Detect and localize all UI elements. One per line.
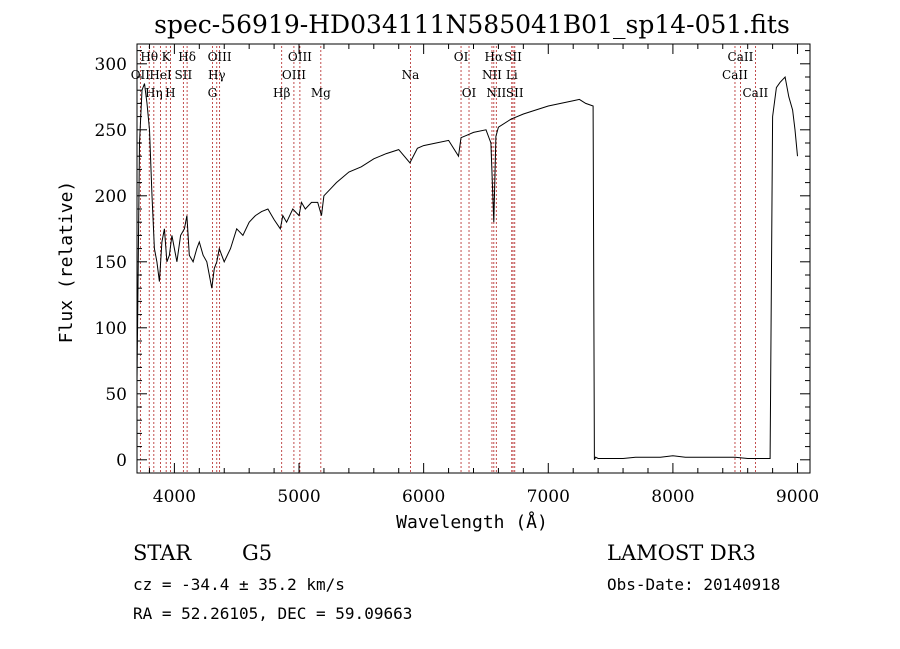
coordinates-label: RA = 52.26105, DEC = 59.09663 xyxy=(133,604,412,623)
line-labels: OIIHθHηHeIKHSIIHδGHγOIIIHβOIIIOIIIMgNaOI… xyxy=(131,50,769,100)
line-label-23: SII xyxy=(506,86,524,100)
line-label-24: CaII xyxy=(722,68,748,82)
object-class: STAR xyxy=(133,541,192,565)
line-label-11: Hβ xyxy=(273,86,290,100)
x-tick-label-4: 8000 xyxy=(651,487,694,507)
y-tick-label-2: 100 xyxy=(95,319,127,339)
line-label-26: CaII xyxy=(742,86,768,100)
x-axis-label: Wavelength (Å) xyxy=(396,511,548,533)
line-label-5: H xyxy=(165,86,175,100)
line-label-3: HeI xyxy=(149,68,172,82)
line-label-21: Li xyxy=(506,68,518,82)
line-label-13: OIII xyxy=(288,50,312,64)
x-tick-label-2: 6000 xyxy=(402,487,445,507)
line-label-25: CaII xyxy=(728,50,754,64)
line-label-18: NII xyxy=(482,68,502,82)
line-label-20: NII xyxy=(486,86,506,100)
y-tick-label-4: 200 xyxy=(95,187,127,207)
line-label-0: OII xyxy=(131,68,151,82)
object-subclass: G5 xyxy=(242,541,272,565)
y-tick-label-5: 250 xyxy=(95,121,127,141)
spectrum-line xyxy=(136,75,798,461)
line-label-4: K xyxy=(162,50,172,64)
line-label-22: SII xyxy=(504,50,522,64)
line-label-16: OI xyxy=(454,50,469,64)
y-tick-label-0: 0 xyxy=(116,451,127,471)
line-label-9: Hγ xyxy=(208,68,226,82)
x-tick-label-5: 9000 xyxy=(776,487,819,507)
line-label-19: Hα xyxy=(485,50,504,64)
plot-frame xyxy=(136,43,811,474)
line-label-8: G xyxy=(208,86,218,100)
line-label-2: Hη xyxy=(145,86,163,100)
chart-title: spec-56919-HD034111N585041B01_sp14-051.f… xyxy=(154,10,790,39)
x-tick-label-1: 5000 xyxy=(277,487,320,507)
x-axis: 4000 5000 6000 7000 8000 9000 xyxy=(148,44,819,507)
y-tick-label-1: 50 xyxy=(105,385,127,405)
line-label-17: OI xyxy=(462,86,477,100)
y-tick-label-3: 150 xyxy=(95,253,127,273)
line-label-14: Mg xyxy=(311,86,331,100)
y-axis: 0 50 100 150 200 250 300 xyxy=(95,50,810,471)
redshift-label: cz = -34.4 ± 35.2 km/s xyxy=(133,575,345,594)
x-tick-label-0: 4000 xyxy=(153,487,196,507)
line-label-15: Na xyxy=(402,68,420,82)
y-axis-label: Flux (relative) xyxy=(56,181,77,344)
x-tick-label-3: 7000 xyxy=(527,487,570,507)
line-label-6: SII xyxy=(175,68,193,82)
line-label-7: Hδ xyxy=(178,50,196,64)
line-label-12: OIII xyxy=(282,68,306,82)
line-label-10: OIII xyxy=(208,50,232,64)
obs-date-label: Obs-Date: 20140918 xyxy=(607,575,780,594)
line-markers xyxy=(139,46,756,473)
line-label-1: Hθ xyxy=(140,50,158,64)
survey-label: LAMOST DR3 xyxy=(607,541,756,565)
y-tick-label-6: 300 xyxy=(95,55,127,75)
